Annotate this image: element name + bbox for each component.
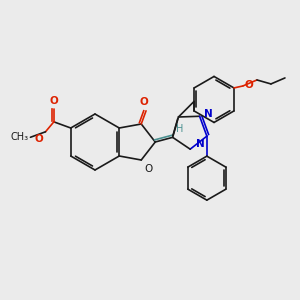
Text: O: O bbox=[144, 164, 152, 174]
Text: O: O bbox=[245, 80, 254, 90]
Text: N: N bbox=[196, 139, 205, 149]
Text: O: O bbox=[35, 134, 44, 144]
Text: O: O bbox=[140, 97, 148, 107]
Text: O: O bbox=[50, 96, 58, 106]
Text: H: H bbox=[176, 124, 183, 134]
Text: N: N bbox=[204, 109, 212, 119]
Text: CH₃: CH₃ bbox=[10, 132, 28, 142]
